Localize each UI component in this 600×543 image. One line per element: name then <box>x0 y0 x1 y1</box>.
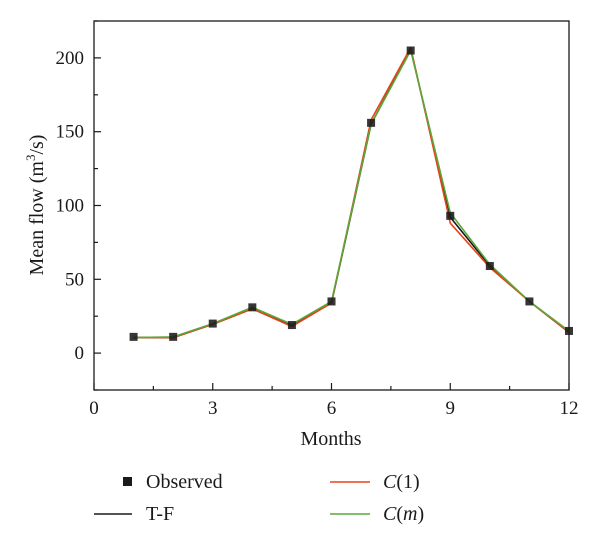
observed-point <box>208 319 217 328</box>
plot-series <box>129 46 573 341</box>
observed-point <box>565 326 573 335</box>
observed-point <box>485 262 494 271</box>
y-tick-label: 200 <box>56 48 85 69</box>
observed-point <box>129 332 138 341</box>
legend-cm-close: ) <box>417 503 424 525</box>
legend-observed-marker <box>123 477 132 486</box>
observed-point <box>169 332 178 341</box>
y-axis-title-end: /s) <box>26 135 48 155</box>
legend-c1-label: C(1) <box>383 471 420 493</box>
legend: Observed T-F C(1) C(m) <box>94 471 424 525</box>
legend-c1-arg: (1) <box>396 471 419 493</box>
observed-point <box>446 211 455 220</box>
x-tick-label: 6 <box>327 398 337 419</box>
legend-cm-label: C(m) <box>383 503 424 525</box>
observed-point <box>406 46 415 55</box>
plot-axes: 0 3 6 9 12 0 50 100 150 200 <box>56 20 579 419</box>
series-line-tf <box>133 48 570 339</box>
y-axis-title-superscript: 3 <box>23 155 38 162</box>
legend-tf-label: T-F <box>146 503 174 525</box>
y-tick-label: 50 <box>65 269 84 290</box>
y-tick-label: 0 <box>75 343 85 364</box>
legend-observed-label: Observed <box>146 471 223 493</box>
legend-cm-open: ( <box>396 503 403 525</box>
x-tick-label: 0 <box>89 398 99 419</box>
observed-point <box>287 321 296 330</box>
x-axis-title: Months <box>300 428 361 450</box>
x-tick-label: 12 <box>560 398 579 419</box>
observed-point <box>248 303 257 312</box>
y-tick-label: 100 <box>56 196 85 217</box>
observed-point <box>525 297 534 306</box>
legend-cm-var: m <box>403 503 417 525</box>
x-tick-label: 3 <box>208 398 218 419</box>
series-line-cm <box>133 49 570 339</box>
legend-cm-symbol: C <box>383 503 397 525</box>
plot-frame <box>93 20 570 391</box>
series-line-c1 <box>133 46 570 339</box>
x-tick-label: 9 <box>446 398 456 419</box>
y-axis-title: Mean flow (m3/s) <box>23 135 48 276</box>
y-axis-title-main: Mean flow (m <box>26 161 48 276</box>
legend-c1-symbol: C <box>383 471 397 493</box>
observed-point <box>367 118 376 127</box>
y-tick-label: 150 <box>56 122 85 143</box>
observed-point <box>327 297 336 306</box>
